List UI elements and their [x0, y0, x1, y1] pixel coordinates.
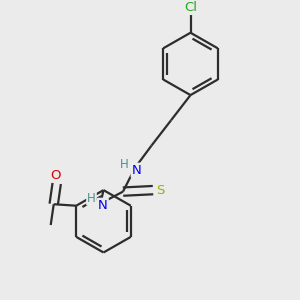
Text: N: N — [98, 199, 108, 212]
Text: O: O — [50, 169, 61, 182]
Text: H: H — [87, 192, 96, 205]
Text: N: N — [132, 164, 141, 177]
Text: S: S — [156, 184, 165, 196]
Text: Cl: Cl — [184, 1, 197, 14]
Text: H: H — [120, 158, 129, 171]
